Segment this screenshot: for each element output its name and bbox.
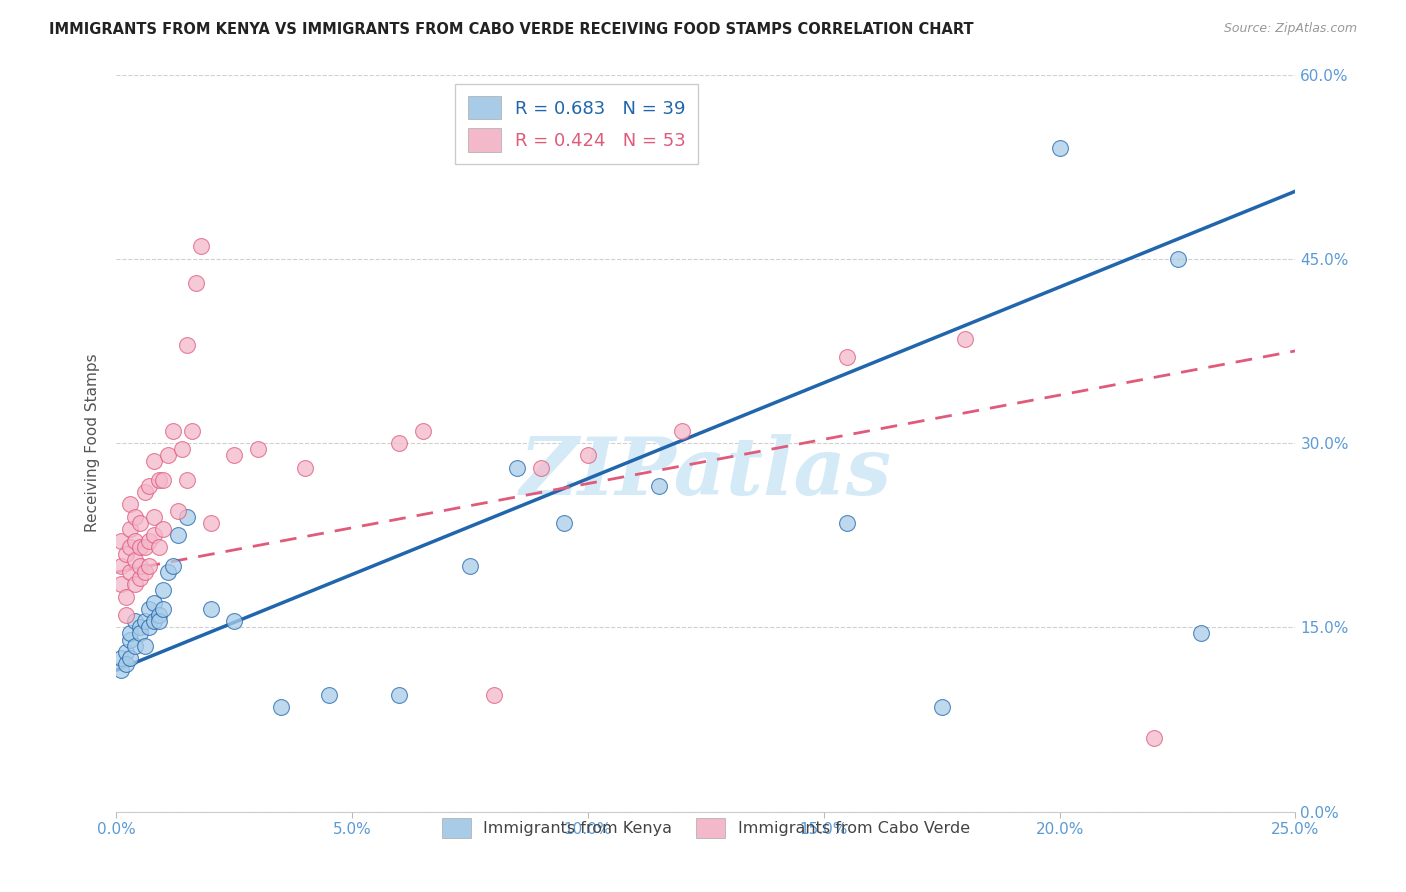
Point (152, 602, 174, 616)
Point (200, 602, 222, 616)
Point (553, 516, 575, 530)
Point (143, 614, 166, 628)
Point (148, 541, 170, 555)
Point (128, 558, 150, 573)
Point (1049, 141, 1071, 155)
Point (128, 626, 150, 640)
Point (270, 700, 292, 714)
Point (152, 583, 174, 598)
Point (134, 565, 156, 579)
Point (294, 460, 316, 475)
Point (110, 534, 132, 549)
Point (134, 614, 156, 628)
Point (124, 614, 146, 628)
Point (110, 663, 132, 677)
Point (120, 632, 142, 647)
Point (148, 614, 170, 628)
Point (931, 700, 953, 714)
Point (647, 479, 669, 493)
Point (143, 528, 166, 542)
Point (143, 454, 166, 468)
Point (388, 436, 411, 450)
Point (114, 657, 136, 672)
Text: ZIPatlas: ZIPatlas (520, 434, 891, 511)
Y-axis label: Receiving Food Stamps: Receiving Food Stamps (86, 354, 100, 533)
Point (114, 607, 136, 622)
Point (143, 596, 166, 610)
Point (506, 460, 529, 475)
Point (176, 473, 198, 487)
Point (576, 448, 599, 462)
Point (1143, 731, 1166, 745)
Point (120, 626, 142, 640)
Point (124, 534, 146, 549)
Point (157, 565, 180, 579)
Point (128, 516, 150, 530)
Point (166, 528, 188, 542)
Point (148, 473, 170, 487)
Point (114, 645, 136, 659)
Point (124, 552, 146, 566)
Point (176, 509, 198, 524)
Point (955, 332, 977, 346)
Point (120, 651, 142, 665)
Point (124, 577, 146, 591)
Point (120, 565, 142, 579)
Text: Source: ZipAtlas.com: Source: ZipAtlas.com (1223, 22, 1357, 36)
Point (530, 460, 553, 475)
Point (134, 541, 156, 555)
Point (134, 639, 156, 653)
Text: IMMIGRANTS FROM KENYA VS IMMIGRANTS FROM CABO VERDE RECEIVING FOOD STAMPS CORREL: IMMIGRANTS FROM KENYA VS IMMIGRANTS FROM… (49, 22, 974, 37)
Point (128, 620, 150, 634)
Point (138, 602, 160, 616)
Point (482, 688, 505, 702)
Point (1167, 252, 1189, 266)
Point (114, 547, 136, 561)
Point (143, 509, 166, 524)
Point (224, 614, 246, 628)
Point (120, 541, 142, 555)
Point (458, 558, 481, 573)
Point (186, 277, 208, 291)
Point (180, 424, 202, 438)
Point (114, 590, 136, 604)
Point (671, 424, 693, 438)
Point (138, 558, 160, 573)
Point (148, 607, 170, 622)
Point (110, 558, 132, 573)
Point (176, 337, 198, 351)
Point (412, 424, 434, 438)
Point (837, 516, 859, 530)
Point (318, 688, 340, 702)
Point (120, 522, 142, 536)
Point (172, 442, 194, 457)
Point (138, 479, 160, 493)
Point (162, 424, 184, 438)
Point (128, 541, 150, 555)
Point (152, 522, 174, 536)
Point (138, 620, 160, 634)
Point (246, 442, 269, 457)
Point (157, 448, 180, 462)
Point (110, 651, 132, 665)
Point (152, 473, 174, 487)
Point (134, 485, 156, 500)
Point (124, 639, 146, 653)
Point (166, 503, 188, 517)
Legend: Immigrants from Kenya, Immigrants from Cabo Verde: Immigrants from Kenya, Immigrants from C… (436, 812, 976, 844)
Point (388, 688, 411, 702)
Point (120, 498, 142, 512)
Point (224, 448, 246, 462)
Point (1189, 626, 1212, 640)
Point (190, 239, 212, 253)
Point (200, 516, 222, 530)
Point (162, 558, 184, 573)
Point (110, 577, 132, 591)
Point (124, 509, 146, 524)
Point (837, 350, 859, 364)
Point (128, 571, 150, 585)
Point (138, 534, 160, 549)
